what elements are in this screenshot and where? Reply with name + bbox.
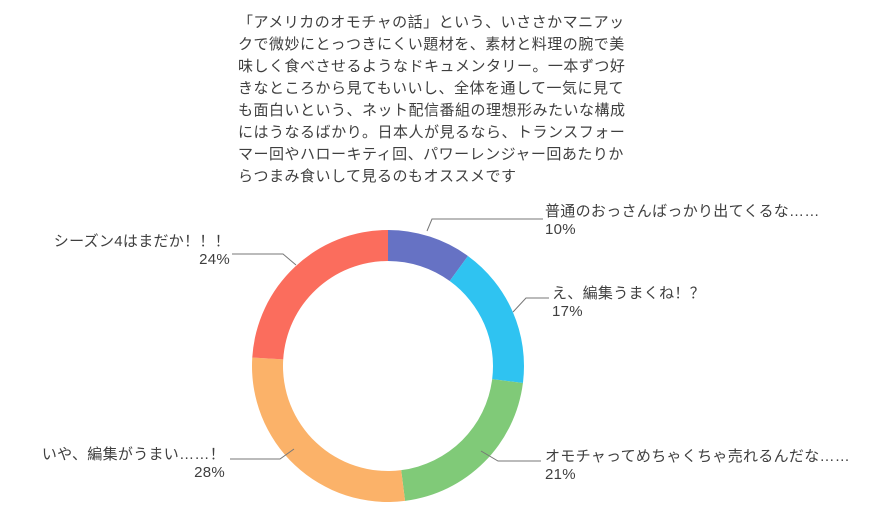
- description-text: 「アメリカのオモチャの話」という、いささかマニアッ クで微妙にとっつきにくい題材…: [238, 14, 626, 185]
- slice-label-4-pct: 28%: [194, 464, 225, 481]
- leader-line-slice-1: [426, 218, 543, 232]
- slice-label-4-text: いや、編集がうまい……！: [41, 446, 225, 463]
- slice-label-1-pct: 10%: [545, 221, 576, 238]
- slice-label-3: オモチャってめちゃくちゃ売れるんだな…… 21%: [545, 448, 850, 484]
- donut-slice-5[interactable]: [252, 230, 388, 360]
- leader-line-slice-3: [480, 450, 541, 462]
- leader-line-slice-2: [512, 297, 549, 313]
- leader-line-slice-4: [230, 448, 295, 460]
- slice-label-1-text: 普通のおっさんばっかり出てくるな……: [545, 203, 820, 220]
- slice-label-3-pct: 21%: [545, 466, 576, 483]
- donut-slice-1[interactable]: [388, 230, 468, 282]
- slice-label-2-text: え、編集うまくね！？: [552, 285, 706, 302]
- slice-label-5: シーズン4はまだか！！！ 24%: [30, 233, 230, 269]
- slice-label-4: いや、編集がうまい……！ 28%: [25, 446, 225, 482]
- leader-line-slice-5: [232, 253, 297, 266]
- slice-label-1: 普通のおっさんばっかり出てくるな…… 10%: [545, 203, 820, 239]
- slice-label-2: え、編集うまくね！？ 17%: [552, 285, 705, 321]
- slice-label-3-text: オモチャってめちゃくちゃ売れるんだな……: [545, 448, 851, 465]
- slice-label-2-pct: 17%: [552, 303, 583, 320]
- donut-slice-4[interactable]: [252, 357, 406, 502]
- slice-label-5-pct: 24%: [199, 251, 230, 268]
- donut-slice-3[interactable]: [401, 379, 523, 501]
- slice-label-5-text: シーズン4はまだか！！！: [53, 233, 230, 250]
- donut-slices: [252, 230, 524, 502]
- donut-slice-2[interactable]: [449, 255, 524, 384]
